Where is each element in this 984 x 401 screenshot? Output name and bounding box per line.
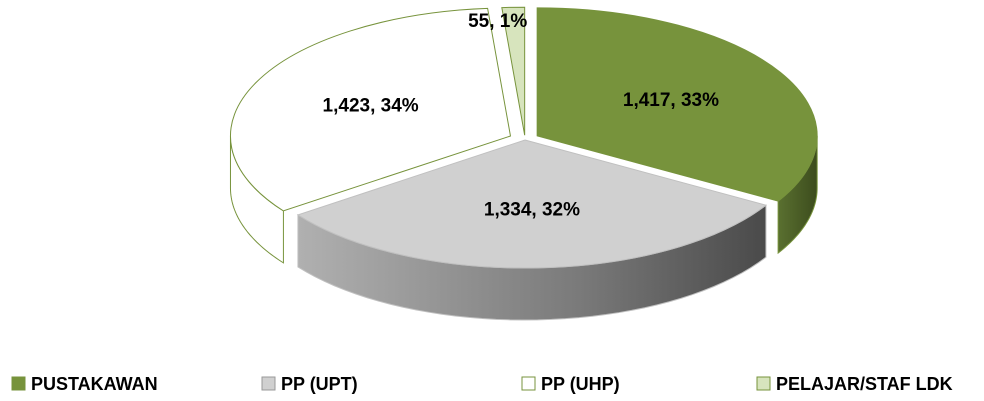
legend-swatch bbox=[756, 376, 771, 391]
data-label: 1,423, 34% bbox=[323, 96, 419, 117]
data-labels: 1,417, 33% 1,334, 32% 1,423, 34% 55, 1% bbox=[323, 11, 720, 220]
data-label: 1,334, 32% bbox=[484, 199, 580, 220]
data-label: 1,417, 33% bbox=[623, 90, 719, 111]
legend-label: PELAJAR/STAF LDK bbox=[776, 374, 953, 394]
pie-slice bbox=[229, 7, 512, 212]
pie-slice bbox=[296, 139, 768, 269]
pie-slice bbox=[501, 6, 526, 136]
data-label: 55, 1% bbox=[468, 11, 527, 32]
legend: PUSTAKAWAN PP (UPT) PP (UHP) PELAJAR/STAF L… bbox=[11, 374, 953, 394]
legend-label: PP (UPT) bbox=[281, 374, 358, 394]
legend-swatch bbox=[11, 376, 26, 391]
legend-label: PUSTAKAWAN bbox=[31, 374, 158, 394]
legend-swatch bbox=[261, 376, 276, 391]
pie-tops bbox=[229, 6, 818, 269]
legend-label: PP (UHP) bbox=[541, 374, 620, 394]
pie-slice bbox=[536, 7, 818, 202]
legend-swatch bbox=[521, 376, 536, 391]
